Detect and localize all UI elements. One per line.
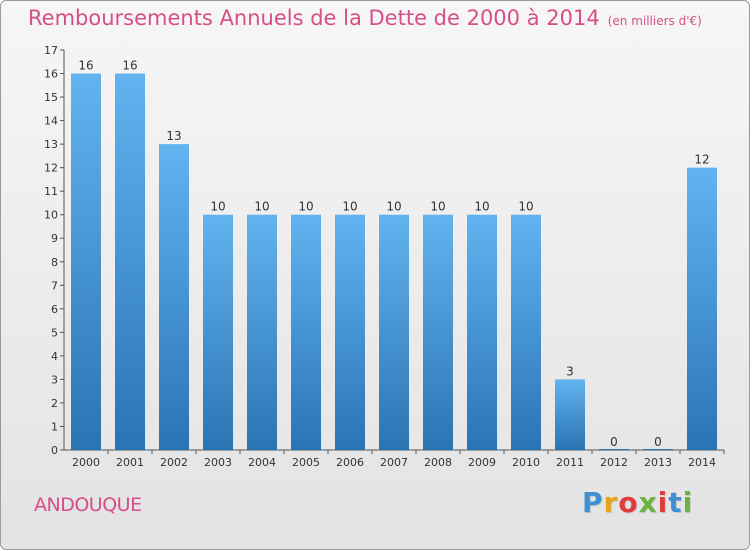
bar (687, 167, 717, 450)
data-label: 10 (298, 200, 313, 214)
bar (423, 214, 453, 450)
y-tick-label: 10 (44, 209, 58, 222)
bar (467, 214, 497, 450)
x-tick-label: 2001 (116, 456, 144, 469)
x-tick-label: 2012 (600, 456, 628, 469)
data-label: 16 (78, 59, 93, 73)
y-tick-label: 14 (44, 115, 58, 128)
x-tick-label: 2014 (688, 456, 716, 469)
data-label: 10 (210, 200, 225, 214)
chart-title: Remboursements Annuels de la Dette de 20… (28, 6, 702, 30)
x-tick-label: 2008 (424, 456, 452, 469)
y-tick-label: 7 (51, 279, 58, 292)
x-tick-label: 2010 (512, 456, 540, 469)
bar (247, 214, 277, 450)
chart-subtitle: (en milliers d'€) (607, 14, 702, 28)
y-tick-label: 15 (44, 91, 58, 104)
y-tick-label: 16 (44, 68, 58, 81)
y-tick-label: 12 (44, 162, 58, 175)
proxiti-logo[interactable]: Proxiti (582, 486, 694, 519)
y-tick-label: 17 (44, 44, 58, 57)
data-label: 3 (566, 364, 574, 378)
x-tick-label: 2006 (336, 456, 364, 469)
x-tick-label: 2013 (644, 456, 672, 469)
x-tick-label: 2005 (292, 456, 320, 469)
data-label: 16 (122, 59, 137, 73)
chart-data-labels: 16 16 13 10 10 10 10 10 10 10 10 3 0 0 12 (78, 59, 709, 449)
x-tick-label: 2007 (380, 456, 408, 469)
commune-name: ANDOUQUE (34, 494, 142, 516)
y-tick-label: 9 (51, 232, 58, 245)
x-tick-label: 2002 (160, 456, 188, 469)
y-tick-label: 4 (51, 350, 58, 363)
data-label: 10 (518, 200, 533, 214)
data-label: 10 (342, 200, 357, 214)
bar (71, 73, 101, 450)
y-tick-label: 1 (51, 420, 58, 433)
bar (115, 73, 145, 450)
data-label: 10 (474, 200, 489, 214)
bar (291, 214, 321, 450)
data-label: 10 (254, 200, 269, 214)
bar (335, 214, 365, 450)
y-tick-label: 13 (44, 138, 58, 151)
bar (203, 214, 233, 450)
y-tick-label: 11 (44, 185, 58, 198)
data-label: 0 (654, 435, 662, 449)
data-label: 10 (386, 200, 401, 214)
data-label: 0 (610, 435, 618, 449)
x-tick-label: 2000 (72, 456, 100, 469)
bar (511, 214, 541, 450)
chart-bars (71, 73, 717, 450)
y-tick-label: 8 (51, 256, 58, 269)
chart-title-text: Remboursements Annuels de la Dette de 20… (28, 6, 600, 30)
data-label: 13 (166, 129, 181, 143)
y-tick-label: 3 (51, 373, 58, 386)
y-tick-label: 0 (51, 444, 58, 457)
bar (379, 214, 409, 450)
data-label: 10 (430, 200, 445, 214)
x-tick-label: 2003 (204, 456, 232, 469)
y-tick-label: 5 (51, 326, 58, 339)
x-tick-label: 2011 (556, 456, 584, 469)
x-tick-label: 2009 (468, 456, 496, 469)
x-tick-label: 2004 (248, 456, 276, 469)
data-label: 12 (694, 153, 709, 167)
bar (159, 144, 189, 450)
bar (555, 379, 585, 450)
y-tick-label: 6 (51, 303, 58, 316)
y-tick-label: 2 (51, 397, 58, 410)
